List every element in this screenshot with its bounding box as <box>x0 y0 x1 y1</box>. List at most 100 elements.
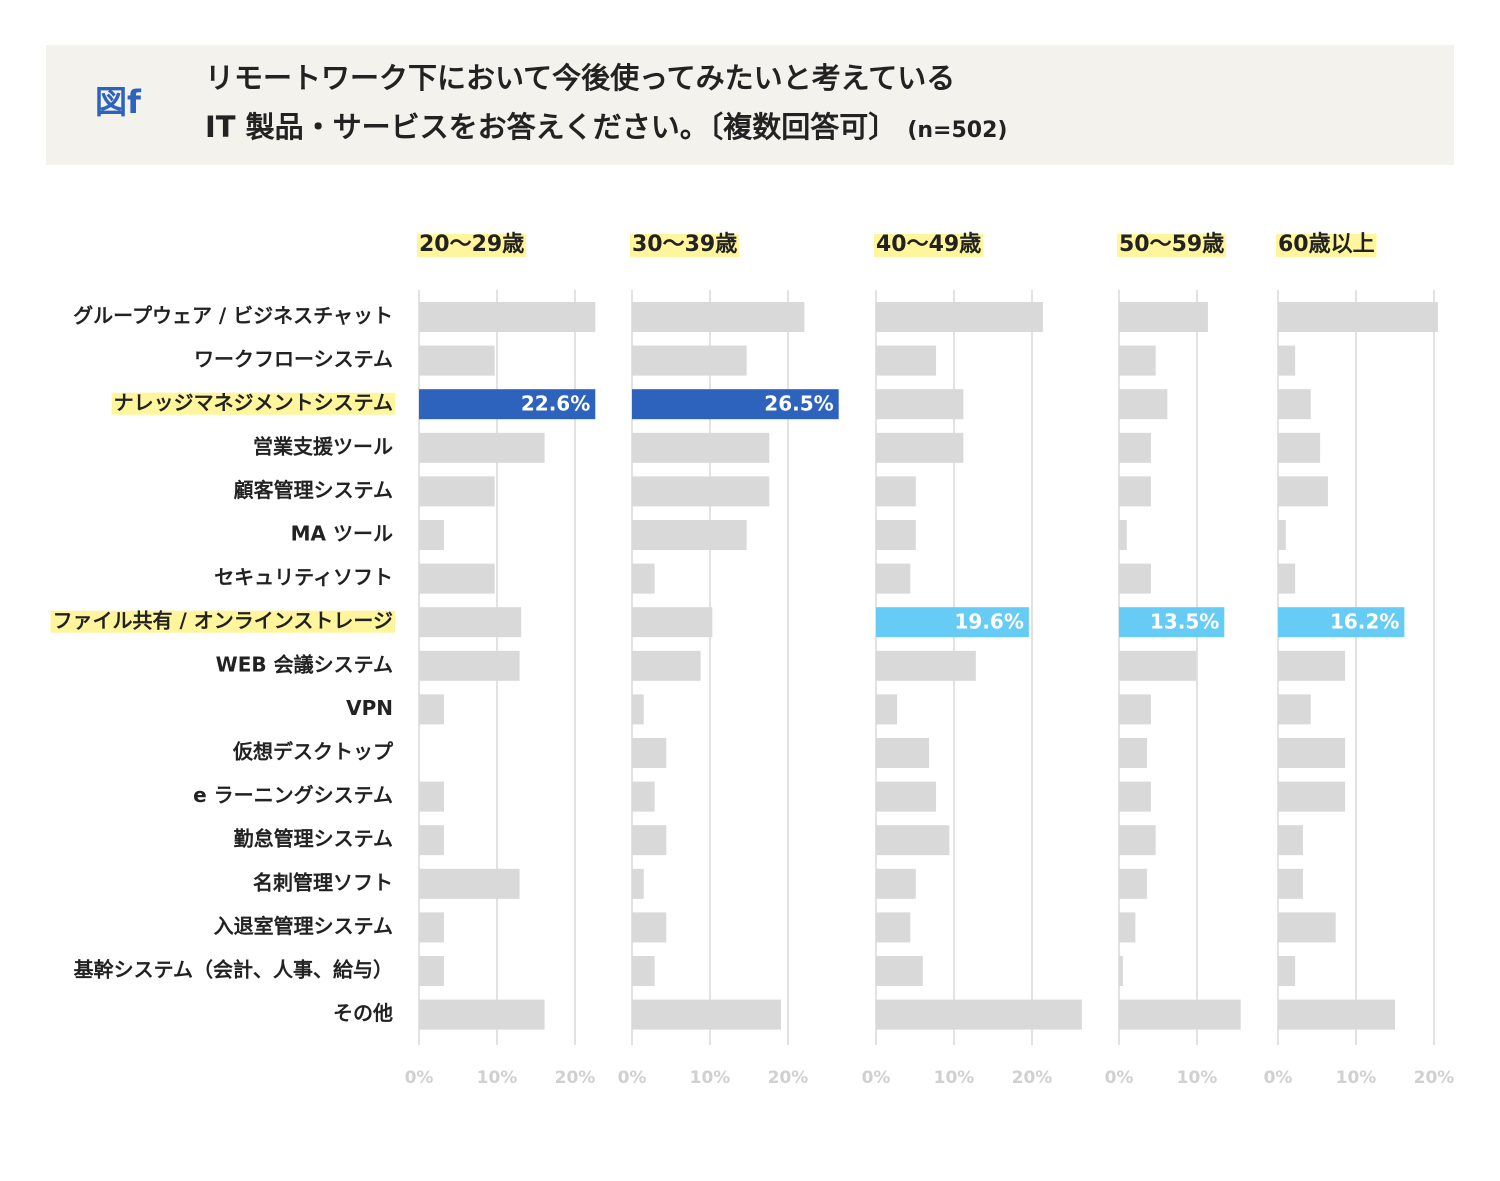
bar <box>876 956 923 986</box>
label-highlight <box>1276 234 1377 257</box>
x-tick-label: 0% <box>1264 1068 1293 1088</box>
bar <box>1119 999 1241 1030</box>
category-label: 基幹システム（会計、人事、給与） <box>74 958 393 982</box>
bar <box>1119 302 1208 332</box>
figure-label: 図f <box>95 83 142 121</box>
category-label: ファイル共有 / オンラインストレージ <box>53 609 393 633</box>
panel-title: 30〜39歳 <box>632 232 737 257</box>
category-label: 勤怠管理システム <box>234 827 393 851</box>
x-tick-label: 0% <box>618 1068 647 1088</box>
category-label: 入退室管理システム <box>214 914 393 938</box>
bar <box>876 694 898 725</box>
bar <box>1119 956 1123 986</box>
chart-title: リモートワーク下において今後使ってみたいと考えている <box>205 61 955 95</box>
bar <box>1119 694 1151 725</box>
x-tick-label: 10% <box>1336 1068 1377 1088</box>
bar <box>1278 956 1296 986</box>
panel-title: 60歳以上 <box>1278 232 1375 257</box>
bar <box>1278 476 1328 507</box>
bar <box>419 476 495 507</box>
bar <box>876 868 916 899</box>
bar <box>632 476 770 507</box>
bar <box>1119 650 1197 681</box>
bar <box>1119 520 1127 550</box>
bar <box>876 738 930 768</box>
bar <box>1278 912 1336 943</box>
bar <box>1119 607 1225 638</box>
bar <box>419 781 444 812</box>
bar <box>419 389 596 420</box>
bar <box>632 956 655 986</box>
bar <box>632 694 644 725</box>
value-label: 26.5% <box>764 392 833 416</box>
bar <box>632 912 667 943</box>
bar <box>632 345 747 376</box>
bar <box>1278 999 1395 1030</box>
category-label: セキュリティソフト <box>214 565 393 589</box>
bar <box>1119 389 1168 420</box>
x-tick-label: 20% <box>1012 1068 1053 1088</box>
bar <box>1278 650 1346 681</box>
value-label: 22.6% <box>521 392 590 416</box>
bar <box>876 912 911 943</box>
bar <box>419 912 444 943</box>
x-tick-label: 0% <box>405 1068 434 1088</box>
category-label: グループウェア / ビジネスチャット <box>73 304 393 328</box>
x-tick-label: 10% <box>477 1068 518 1088</box>
bar <box>1278 694 1311 725</box>
bar <box>1119 738 1148 768</box>
bar <box>876 563 911 594</box>
bar <box>1278 520 1286 550</box>
bar <box>419 956 444 986</box>
bar <box>1278 563 1296 594</box>
bar <box>1278 345 1296 376</box>
bar <box>876 650 976 681</box>
bar <box>1278 781 1346 812</box>
chart-title: IT 製品・サービスをお答えください。〔複数回答可〕 <box>205 110 897 144</box>
category-label: VPN <box>346 696 393 720</box>
bar <box>632 781 655 812</box>
label-highlight <box>874 234 984 257</box>
x-tick-label: 20% <box>768 1068 809 1088</box>
bar <box>876 999 1082 1030</box>
bar <box>419 868 520 899</box>
bar <box>876 607 1029 638</box>
x-tick-label: 0% <box>1105 1068 1134 1088</box>
bar <box>632 302 805 332</box>
category-label: MA ツール <box>291 522 393 546</box>
value-label: 13.5% <box>1150 610 1219 634</box>
bar <box>632 389 839 420</box>
bar <box>1119 563 1151 594</box>
x-tick-label: 10% <box>1177 1068 1218 1088</box>
value-label: 16.2% <box>1330 610 1399 634</box>
bar <box>1119 912 1136 943</box>
bar <box>419 563 495 594</box>
bar <box>1119 781 1151 812</box>
bar <box>1278 607 1405 638</box>
bar <box>632 563 655 594</box>
header-background <box>46 45 1454 165</box>
label-highlight <box>630 234 740 257</box>
bar <box>632 607 713 638</box>
bar <box>419 345 495 376</box>
bar <box>876 432 964 463</box>
bar <box>1278 432 1321 463</box>
bar <box>1278 302 1438 332</box>
bar <box>632 825 667 856</box>
x-tick-label: 0% <box>862 1068 891 1088</box>
category-label: ワークフローシステム <box>194 347 393 371</box>
category-label: 名刺管理ソフト <box>253 870 393 894</box>
bar <box>632 432 770 463</box>
bar <box>419 607 522 638</box>
bar <box>876 825 950 856</box>
bar <box>419 694 444 725</box>
bar <box>1119 432 1151 463</box>
bar <box>1119 868 1148 899</box>
bar <box>876 302 1043 332</box>
bar <box>419 999 545 1030</box>
category-label: 顧客管理システム <box>234 478 393 502</box>
panel-title: 50〜59歳 <box>1119 232 1224 257</box>
bar <box>1278 738 1346 768</box>
bar <box>876 345 937 376</box>
